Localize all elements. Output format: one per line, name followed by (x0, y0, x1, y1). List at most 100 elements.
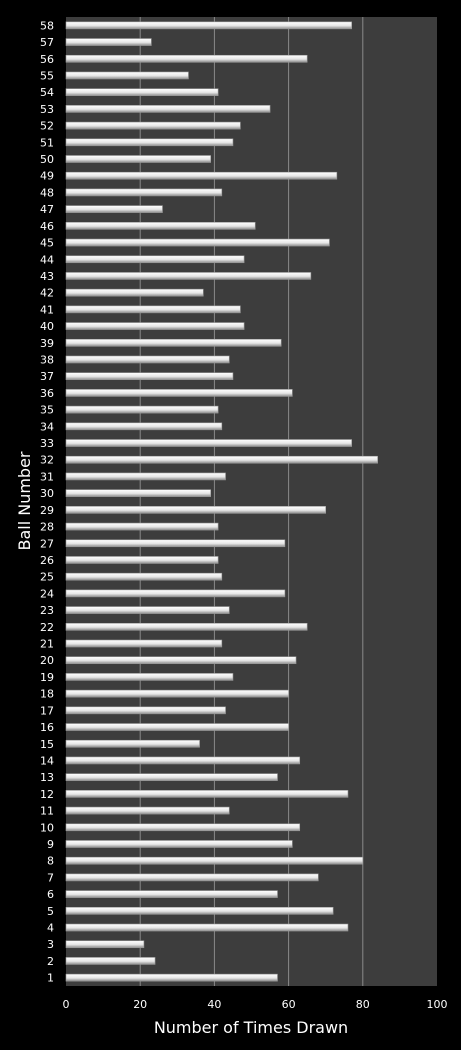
bar-ball-50 (65, 155, 211, 163)
bar-ball-31 (65, 472, 226, 481)
y-tick-label: 27 (40, 537, 54, 550)
bar-ball-34 (65, 422, 223, 431)
y-tick-label: 1 (47, 972, 54, 985)
bar-ball-5 (65, 907, 334, 915)
y-tick-label: 4 (47, 922, 54, 935)
bar-ball-43 (65, 272, 312, 280)
y-tick-label: 15 (40, 738, 54, 751)
y-tick-label: 57 (40, 36, 54, 49)
y-tick-label: 14 (40, 754, 54, 767)
bar-ball-42 (65, 288, 204, 297)
bar-ball-29 (65, 506, 327, 514)
y-tick-label: 53 (40, 103, 54, 116)
bar-ball-52 (65, 121, 241, 130)
x-tick-label: 100 (427, 998, 448, 1011)
x-tick-label: 80 (356, 998, 370, 1011)
bar-ball-11 (65, 806, 230, 815)
y-axis-title: Ball Number (15, 451, 34, 550)
y-tick-label: 44 (40, 253, 54, 266)
y-tick-label: 24 (40, 587, 54, 600)
bar-ball-58 (65, 21, 352, 30)
y-tick-label: 8 (47, 855, 54, 868)
y-tick-label: 10 (40, 821, 54, 834)
y-tick-label: 51 (40, 136, 54, 149)
bar-ball-46 (65, 222, 256, 230)
y-tick-label: 29 (40, 504, 54, 517)
bar-ball-24 (65, 589, 286, 598)
bar-ball-55 (65, 71, 189, 80)
y-tick-label: 6 (47, 888, 54, 901)
y-tick-label: 43 (40, 270, 54, 283)
y-tick-label: 40 (40, 320, 54, 333)
bar-ball-19 (65, 673, 234, 681)
bar-ball-22 (65, 623, 308, 631)
bar-ball-8 (65, 856, 364, 865)
bar-ball-54 (65, 88, 219, 96)
bar-ball-53 (65, 105, 271, 113)
bar-ball-3 (65, 940, 145, 949)
y-tick-label: 45 (40, 237, 54, 250)
bar-ball-57 (65, 38, 152, 46)
y-tick-label: 11 (40, 805, 54, 818)
y-tick-label: 2 (47, 955, 54, 968)
y-tick-label: 31 (40, 470, 54, 483)
bar-ball-6 (65, 890, 278, 898)
bar-ball-9 (65, 840, 293, 848)
bar-ball-39 (65, 338, 282, 347)
y-tick-label: 22 (40, 621, 54, 634)
bar-ball-20 (65, 656, 297, 665)
bar-ball-45 (65, 238, 330, 247)
bar-ball-12 (65, 790, 349, 798)
bar-ball-51 (65, 138, 234, 147)
y-tick-label: 36 (40, 387, 54, 400)
bar-ball-21 (65, 639, 223, 648)
bar-ball-37 (65, 372, 234, 380)
bar-ball-4 (65, 923, 349, 932)
y-tick-label: 16 (40, 721, 54, 734)
y-tick-label: 39 (40, 337, 54, 350)
y-tick-label: 56 (40, 53, 54, 66)
y-tick-label: 9 (47, 838, 54, 851)
y-tick-label: 48 (40, 186, 54, 199)
bar-ball-44 (65, 255, 245, 264)
bar-ball-26 (65, 556, 219, 564)
bar-ball-13 (65, 773, 278, 781)
bar-ball-28 (65, 522, 219, 531)
y-tick-label: 25 (40, 571, 54, 584)
y-tick-label: 42 (40, 287, 54, 300)
bar-ball-17 (65, 706, 226, 715)
y-tick-label: 35 (40, 404, 54, 417)
bar-ball-35 (65, 405, 219, 414)
bar-ball-14 (65, 756, 301, 765)
x-axis-title: Number of Times Drawn (154, 1018, 348, 1037)
x-tick-label: 40 (207, 998, 221, 1011)
y-tick-label: 52 (40, 120, 54, 133)
bar-ball-18 (65, 689, 289, 698)
bar-ball-10 (65, 823, 301, 832)
y-tick-label: 41 (40, 303, 54, 316)
bars (65, 21, 378, 982)
bar-ball-32 (65, 455, 378, 464)
bar-ball-36 (65, 389, 293, 397)
bar-ball-16 (65, 723, 289, 731)
bar-ball-27 (65, 539, 286, 548)
y-tick-label: 32 (40, 454, 54, 467)
bar-ball-48 (65, 188, 223, 197)
y-tick-label: 3 (47, 938, 54, 951)
y-tick-label: 33 (40, 437, 54, 450)
y-tick-label: 49 (40, 170, 54, 183)
y-tick-label: 28 (40, 521, 54, 534)
y-tick-label: 38 (40, 353, 54, 366)
y-tick-label: 58 (40, 19, 54, 32)
bar-ball-41 (65, 305, 241, 314)
y-tick-labels: 1234567891011121314151617181920212223242… (40, 19, 54, 984)
y-tick-label: 34 (40, 420, 54, 433)
y-tick-label: 12 (40, 788, 54, 801)
bar-ball-25 (65, 572, 223, 581)
bar-ball-40 (65, 322, 245, 330)
bar-ball-7 (65, 873, 319, 882)
y-tick-label: 55 (40, 69, 54, 82)
x-tick-label: 0 (63, 998, 70, 1011)
y-tick-label: 50 (40, 153, 54, 166)
